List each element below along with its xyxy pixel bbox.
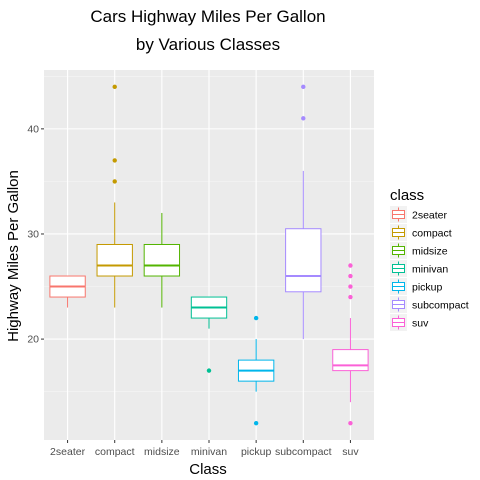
legend-label: compact (412, 228, 452, 240)
y-axis-title: Highway Miles Per Gallon (5, 170, 22, 342)
box-suv (332, 263, 369, 426)
legend-item-compact: compact (390, 224, 452, 241)
box-2seater (49, 275, 86, 308)
outlier-point (348, 294, 353, 300)
box-iqr (143, 243, 181, 277)
x-tick-label: midsize (144, 446, 180, 458)
legend-item-pickup: pickup (390, 278, 443, 295)
box-iqr (285, 228, 322, 293)
outlier-point (301, 84, 306, 90)
box-pickup (237, 315, 275, 426)
outlier-point (348, 273, 353, 279)
outlier-point (112, 179, 117, 184)
box-iqr (332, 349, 369, 372)
x-tick-label: compact (95, 446, 135, 458)
outlier-point (112, 158, 117, 163)
box-iqr (96, 243, 133, 277)
chart-title-line-1: Cars Highway Miles Per Gallon (90, 7, 325, 26)
box-subcompact (285, 84, 322, 340)
outlier-point (206, 368, 212, 373)
y-tick-label: 20 (27, 334, 39, 346)
legend-label: suv (412, 318, 429, 330)
outlier-point (253, 315, 259, 321)
box-compact (96, 84, 133, 308)
box-minivan (190, 296, 228, 373)
outlier-point (253, 420, 259, 426)
outlier-point (348, 420, 353, 426)
legend-label: midsize (412, 246, 448, 258)
outlier-point (112, 84, 117, 90)
x-tick-label: subcompact (275, 446, 332, 458)
legend-label: subcompact (412, 300, 469, 312)
legend-item-subcompact: subcompact (390, 296, 469, 313)
legend-item-minivan: minivan (390, 260, 448, 277)
x-tick-label: suv (342, 446, 359, 458)
legend-label: minivan (412, 264, 448, 276)
legend-label: pickup (412, 282, 443, 294)
box-midsize (143, 212, 181, 308)
x-axis-title: Class (189, 461, 227, 478)
x-tick-label: 2seater (50, 446, 86, 458)
legend-item-2seater: 2seater (390, 206, 448, 223)
outlier-point (348, 284, 353, 289)
plot-area: 20 30 40 2seater compact midsize minivan pickup… (27, 70, 374, 458)
legend-label: 2seater (412, 210, 448, 222)
y-tick-label: 40 (27, 123, 39, 135)
outlier-point (348, 263, 353, 268)
legend-title: class (390, 187, 424, 204)
outlier-point (301, 116, 306, 121)
legend-item-midsize: midsize (390, 242, 448, 259)
x-tick-label: minivan (191, 446, 227, 458)
chart-title-line-2: by Various Classes (136, 35, 280, 54)
x-tick-label: pickup (241, 446, 272, 458)
legend: class 2seater compact midsize minivan pickup… (390, 187, 469, 331)
y-tick-label: 30 (27, 228, 39, 240)
legend-item-suv: suv (390, 314, 429, 331)
